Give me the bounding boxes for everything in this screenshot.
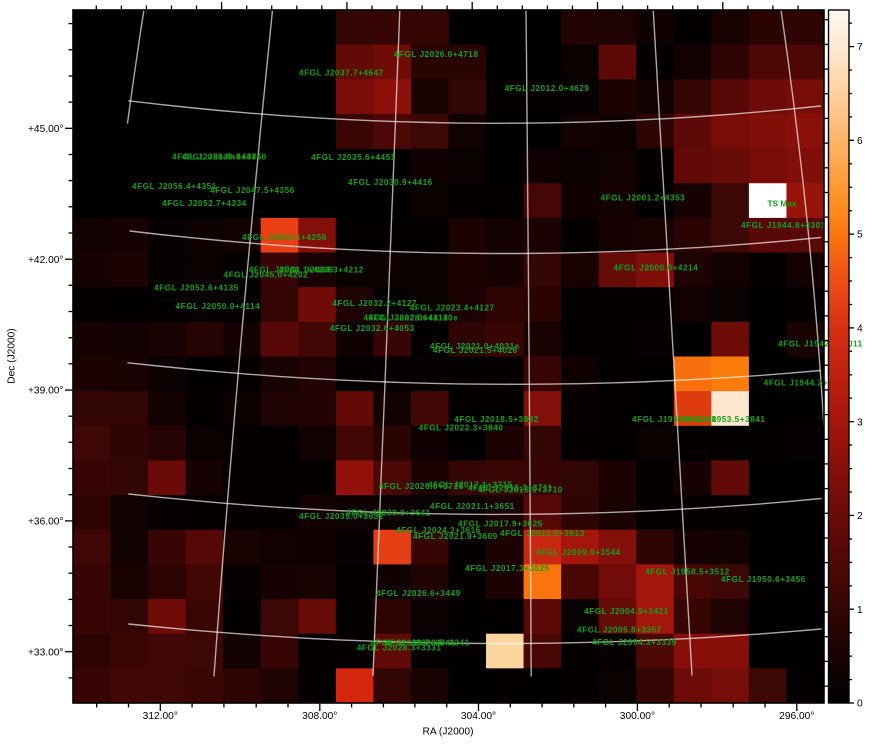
svg-text:4FGL J2017.1+3715: 4FGL J2017.1+3715 xyxy=(428,480,513,490)
svg-text:4FGL J2016.3+3711: 4FGL J2016.3+3711 xyxy=(468,483,553,493)
svg-text:+36.00°: +36.00° xyxy=(28,517,64,528)
svg-text:2: 2 xyxy=(857,511,863,522)
svg-text:+33.00°: +33.00° xyxy=(28,647,64,658)
svg-text:300.00°: 300.00° xyxy=(620,711,655,722)
svg-text:4FGL J2032.6+4053: 4FGL J2032.6+4053 xyxy=(330,323,415,333)
svg-text:304.00°: 304.00° xyxy=(461,711,496,722)
svg-text:4FGL J2023.4+4127: 4FGL J2023.4+4127 xyxy=(410,303,495,313)
svg-text:296.00°: 296.00° xyxy=(779,711,814,722)
svg-text:312.00°: 312.00° xyxy=(143,711,178,722)
svg-text:4FGL J1944.8+4301: 4FGL J1944.8+4301 xyxy=(741,220,826,230)
svg-text:RA (J2000): RA (J2000) xyxy=(423,727,474,738)
svg-text:4FGL J1950.6+3456: 4FGL J1950.6+3456 xyxy=(721,574,806,584)
svg-text:4FGL J2047.5+4356: 4FGL J2047.5+4356 xyxy=(210,185,295,195)
svg-text:TS Max: TS Max xyxy=(767,199,796,209)
svg-text:4FGL J2030.7+3341: 4FGL J2030.7+3341 xyxy=(371,637,456,647)
svg-text:4FGL J2021.0+4031e: 4FGL J2021.0+4031e xyxy=(430,341,520,351)
svg-text:4FGL J2028.6+4110e: 4FGL J2028.6+4110e xyxy=(369,313,459,323)
svg-text:4FGL J2037.7+4647: 4FGL J2037.7+4647 xyxy=(299,68,384,78)
svg-text:4: 4 xyxy=(857,324,863,335)
svg-text:4FGL J1942.5+4011: 4FGL J1942.5+4011 xyxy=(778,339,863,349)
svg-text:4FGL J1953.5+3841: 4FGL J1953.5+3841 xyxy=(681,414,766,424)
svg-text:4FGL J2028.3+3331: 4FGL J2028.3+3331 xyxy=(357,643,442,653)
svg-text:4FGL J2021.5+4026: 4FGL J2021.5+4026 xyxy=(433,345,518,355)
svg-text:4FGL J2021.1+3651: 4FGL J2021.1+3651 xyxy=(430,501,515,511)
svg-text:308.00°: 308.00° xyxy=(302,711,337,722)
svg-text:4FGL J2045.0+4202: 4FGL J2045.0+4202 xyxy=(224,270,309,280)
svg-text:3: 3 xyxy=(857,417,863,428)
svg-text:4FGL J2052.7+4334: 4FGL J2052.7+4334 xyxy=(162,198,247,208)
svg-text:4FGL J2028.5+3241: 4FGL J2028.5+3241 xyxy=(385,637,470,647)
svg-text:4FGL J2004.3+3339: 4FGL J2004.3+3339 xyxy=(592,637,677,647)
svg-text:1: 1 xyxy=(857,605,863,616)
svg-text:4FGL J2052.6+4135: 4FGL J2052.6+4135 xyxy=(154,283,239,293)
svg-text:4FGL J2049.8+4440: 4FGL J2049.8+4440 xyxy=(182,152,267,162)
svg-text:4FGL J1959.4+3838: 4FGL J1959.4+3838 xyxy=(632,414,717,424)
svg-text:4FGL J2044.3+4212: 4FGL J2044.3+4212 xyxy=(279,264,364,274)
svg-text:4FGL J2024.2+3616: 4FGL J2024.2+3616 xyxy=(396,525,481,535)
svg-text:7: 7 xyxy=(857,42,863,53)
svg-text:6: 6 xyxy=(857,136,863,147)
svg-text:4FGL J1958.5+3512: 4FGL J1958.5+3512 xyxy=(645,567,730,577)
svg-text:4FGL J2021.9+3609: 4FGL J2021.9+3609 xyxy=(413,531,498,541)
svg-text:4FGL J2004.9+3421: 4FGL J2004.9+3421 xyxy=(584,606,669,616)
svg-text:4FGL J2026.0+3716: 4FGL J2026.0+3716 xyxy=(379,481,464,491)
svg-text:4FGL J2035.0+3632: 4FGL J2035.0+3632 xyxy=(299,511,384,521)
svg-text:+39.00°: +39.00° xyxy=(28,386,64,397)
svg-text:0: 0 xyxy=(857,699,863,710)
svg-text:4FGL J2013.5+3613: 4FGL J2013.5+3613 xyxy=(500,528,585,538)
svg-text:4FGL J2051.4+4437: 4FGL J2051.4+4437 xyxy=(172,152,257,162)
svg-text:4FGL J2018.5+3832: 4FGL J2018.5+3832 xyxy=(454,414,539,424)
svg-text:4FGL J2022.3+3840: 4FGL J2022.3+3840 xyxy=(419,423,504,433)
svg-text:4FGL J2026.6+3449: 4FGL J2026.6+3449 xyxy=(376,588,461,598)
svg-text:4FGL J2005.8+3357: 4FGL J2005.8+3357 xyxy=(577,625,662,635)
svg-text:5: 5 xyxy=(857,230,863,241)
svg-text:4FGL J2000.0+4214: 4FGL J2000.0+4214 xyxy=(614,263,699,273)
svg-text:+45.00°: +45.00° xyxy=(28,124,64,135)
svg-text:+42.00°: +42.00° xyxy=(28,255,64,266)
svg-text:4FGL J2043.1+4256: 4FGL J2043.1+4256 xyxy=(242,232,327,242)
svg-text:4FGL J2050.0+4114: 4FGL J2050.0+4114 xyxy=(176,301,261,311)
svg-text:4FGL J2017.3+3525: 4FGL J2017.3+3525 xyxy=(465,563,550,573)
svg-text:4FGL J2035.6+4451: 4FGL J2035.6+4451 xyxy=(311,152,396,162)
svg-text:4FGL J2026.0+4718: 4FGL J2026.0+4718 xyxy=(394,49,479,59)
svg-text:4FGL J2027.0+4114: 4FGL J2027.0+4114 xyxy=(363,313,448,323)
svg-text:4FGL J2001.2+4353: 4FGL J2001.2+4353 xyxy=(601,192,686,202)
svg-text:4FGL J1944.2+3841: 4FGL J1944.2+3841 xyxy=(764,377,849,387)
svg-text:4FGL J2032.2+4127: 4FGL J2032.2+4127 xyxy=(332,298,417,308)
svg-text:4FGL J2012.0+4629: 4FGL J2012.0+4629 xyxy=(505,83,590,93)
svg-text:4FGL J2017.9+3625: 4FGL J2017.9+3625 xyxy=(458,518,543,528)
svg-text:4FGL J2046.1+4239: 4FGL J2046.1+4239 xyxy=(249,264,334,274)
svg-text:4FGL J2030.9+4416: 4FGL J2030.9+4416 xyxy=(348,177,433,187)
svg-text:4FGL J2015.5+3710: 4FGL J2015.5+3710 xyxy=(478,485,563,495)
svg-text:4FGL J2030.0+3641: 4FGL J2030.0+3641 xyxy=(346,507,431,517)
svg-text:Dec (J2000): Dec (J2000) xyxy=(7,328,18,384)
svg-text:4FGL J2056.4+4351: 4FGL J2056.4+4351 xyxy=(132,181,217,191)
svg-text:4FGL J2009.9+3544: 4FGL J2009.9+3544 xyxy=(536,547,621,557)
